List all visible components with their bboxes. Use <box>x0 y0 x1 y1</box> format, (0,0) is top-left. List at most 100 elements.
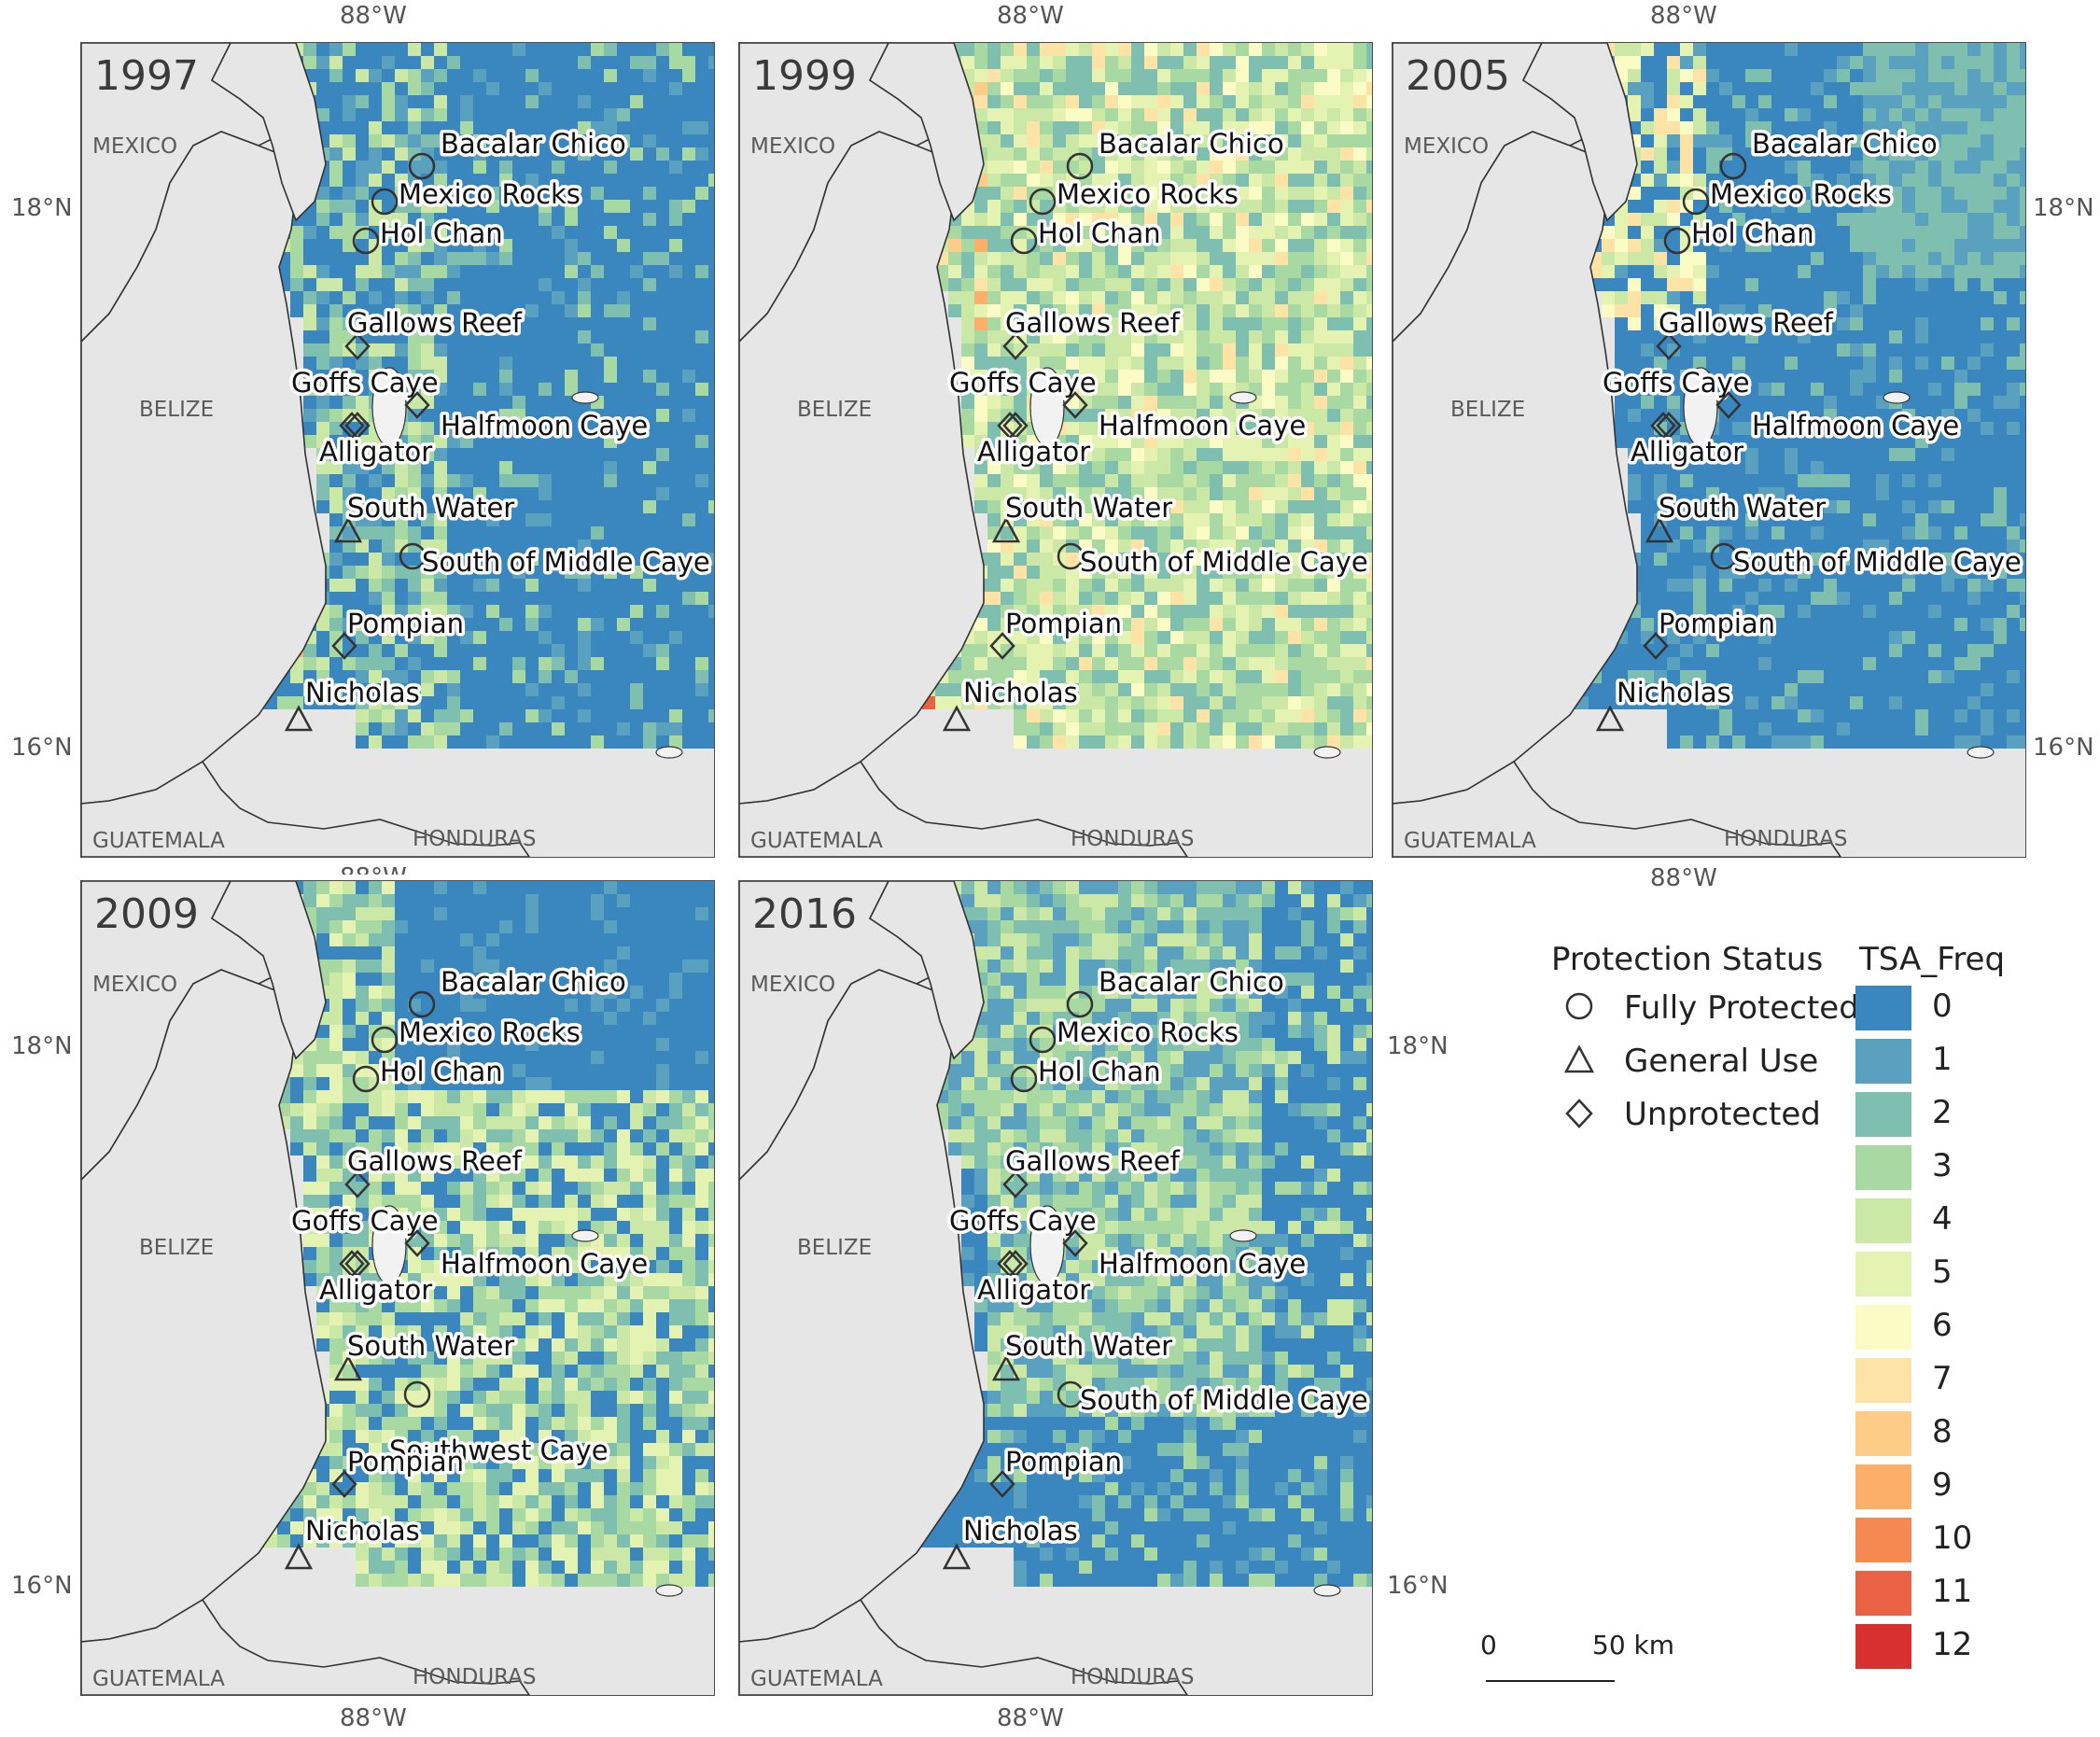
freq-value-4: 4 <box>1932 1200 1953 1238</box>
island-roatan <box>655 746 683 759</box>
site-marker-circle-icon <box>371 1026 399 1054</box>
lat-label-high-3: 18°N <box>2033 194 2094 222</box>
tsa-freq-title: TSA_Freq <box>1859 941 2006 978</box>
country-label-guatemala: GUATEMALA <box>750 1667 883 1691</box>
freq-swatch-3 <box>1855 1145 1911 1190</box>
peninsula-land <box>1521 43 1638 222</box>
lon-label-bottom-5: 88°W <box>997 1704 1064 1732</box>
freq-value-0: 0 <box>1932 988 1953 1025</box>
panel-year: 1999 <box>752 52 857 100</box>
freq-value-10: 10 <box>1932 1520 1973 1557</box>
island-lighthouse <box>571 1229 599 1242</box>
island-roatan <box>1967 746 1995 759</box>
freq-swatch-5 <box>1855 1252 1911 1296</box>
site-marker-diamond-icon <box>344 412 371 440</box>
circle-icon <box>1565 992 1593 1020</box>
honduras-land <box>1393 760 1841 857</box>
site-marker-circle-icon <box>1066 990 1094 1018</box>
site-marker-circle-icon <box>1710 542 1738 570</box>
island-turneffe <box>371 1205 407 1285</box>
map-svg: MEXICO BELIZE GUATEMALA HONDURAS 2009 Bacalar… <box>81 881 714 1695</box>
site-marker-circle-icon <box>399 542 427 570</box>
site-marker-diamond-icon <box>331 1470 357 1498</box>
freq-value-3: 3 <box>1932 1147 1953 1184</box>
site-label: Gallows Reef <box>1659 307 1834 339</box>
site-label: Mexico Rocks <box>1710 178 1892 210</box>
site-marker-diamond-icon <box>331 632 357 660</box>
belize-land <box>81 131 327 805</box>
site-marker-circle-icon <box>1066 152 1094 180</box>
site-label: Alligator <box>319 436 432 468</box>
site-marker-diamond-icon <box>344 332 371 360</box>
site-marker-triangle-icon <box>1645 516 1674 543</box>
island-roatan <box>655 1584 683 1597</box>
site-label: Mexico Rocks <box>1057 1016 1239 1048</box>
site-label: South Water <box>347 1330 514 1362</box>
site-label: Nicholas <box>305 677 420 708</box>
scale-bar-end: 50 km <box>1592 1630 1675 1660</box>
site-marker-circle-icon <box>1029 188 1057 216</box>
lon-label-bottom-4: 88°W <box>340 1704 407 1732</box>
island-roatan <box>1313 746 1341 759</box>
freq-swatch-2 <box>1855 1092 1911 1137</box>
legend-item-general-use: General Use <box>1624 1043 1819 1080</box>
tsa-raster <box>173 43 714 749</box>
site-marker-diamond-icon <box>404 1229 430 1257</box>
site-marker-diamond-icon <box>404 391 430 419</box>
site-label: Nicholas <box>305 1515 420 1547</box>
map-panel-2005: MEXICO BELIZE GUATEMALA HONDURAS 2005 Bacalar… <box>1392 42 2026 858</box>
country-label-honduras: HONDURAS <box>413 1665 537 1689</box>
site-label: Southwest Caye <box>389 1435 609 1466</box>
freq-swatch-0 <box>1855 986 1911 1030</box>
site-label: Mexico Rocks <box>399 178 581 210</box>
freq-swatch-8 <box>1855 1411 1911 1456</box>
site-label: Nicholas <box>1617 677 1731 708</box>
lon-label-top-3: 88°W <box>1650 2 1717 30</box>
country-label-belize: BELIZE <box>797 1236 872 1260</box>
site-marker-diamond-icon <box>1002 1170 1029 1198</box>
country-label-guatemala: GUATEMALA <box>92 1667 225 1691</box>
country-label-belize: BELIZE <box>1450 398 1525 422</box>
lat-label-high-4: 18°N <box>11 1032 73 1060</box>
site-label: South Water <box>1005 1330 1172 1362</box>
site-label: Goffs Caye <box>949 367 1097 399</box>
country-label-guatemala: GUATEMALA <box>1404 829 1536 853</box>
peninsula-land <box>210 881 327 1060</box>
map-svg: MEXICO BELIZE GUATEMALA HONDURAS 2016 Bacalar… <box>739 881 1372 1695</box>
map-svg: MEXICO BELIZE GUATEMALA HONDURAS 1997 Bacalar… <box>81 43 714 857</box>
freq-swatch-11 <box>1855 1571 1911 1616</box>
peninsula-land <box>868 43 985 222</box>
country-label-belize: BELIZE <box>797 398 872 422</box>
site-label: South of Middle Caye <box>1080 1384 1368 1416</box>
triangle-icon <box>1563 1044 1595 1073</box>
site-label: Hol Chan <box>1038 217 1161 249</box>
freq-value-12: 12 <box>1932 1626 1973 1663</box>
site-label: Nicholas <box>963 1515 1078 1547</box>
site-label: Bacalar Chico <box>441 966 626 998</box>
site-label: Alligator <box>977 436 1090 468</box>
peninsula-land <box>868 881 985 1060</box>
freq-value-5: 5 <box>1932 1254 1953 1291</box>
site-label: Halfmoon Caye <box>1099 410 1306 441</box>
honduras-land <box>81 1598 530 1695</box>
country-label-mexico: MEXICO <box>92 134 177 159</box>
country-label-guatemala: GUATEMALA <box>92 829 225 853</box>
site-label: Alligator <box>319 1274 432 1306</box>
site-marker-diamond-icon <box>1002 332 1029 360</box>
map-panel-1997: MEXICO BELIZE GUATEMALA HONDURAS 1997 Bacalar… <box>80 42 715 858</box>
lat-label-low-3: 16°N <box>2033 734 2094 762</box>
lat-label-low-1: 16°N <box>11 734 73 762</box>
site-marker-diamond-icon <box>344 1170 371 1198</box>
site-marker-diamond-icon <box>1062 1229 1088 1257</box>
site-label: Alligator <box>1631 436 1743 468</box>
honduras-land <box>739 760 1188 857</box>
site-label: South of Middle Caye <box>422 546 710 578</box>
site-marker-diamond-icon <box>1002 1250 1029 1278</box>
island-turneffe <box>1683 367 1718 447</box>
site-label: Pompian <box>347 1446 464 1478</box>
country-label-belize: BELIZE <box>139 398 214 422</box>
site-marker-circle-icon <box>1719 152 1747 180</box>
lon-label-top-2: 88°W <box>997 2 1064 30</box>
site-marker-circle-icon <box>1057 1380 1085 1408</box>
site-marker-diamond-icon <box>1656 412 1682 440</box>
